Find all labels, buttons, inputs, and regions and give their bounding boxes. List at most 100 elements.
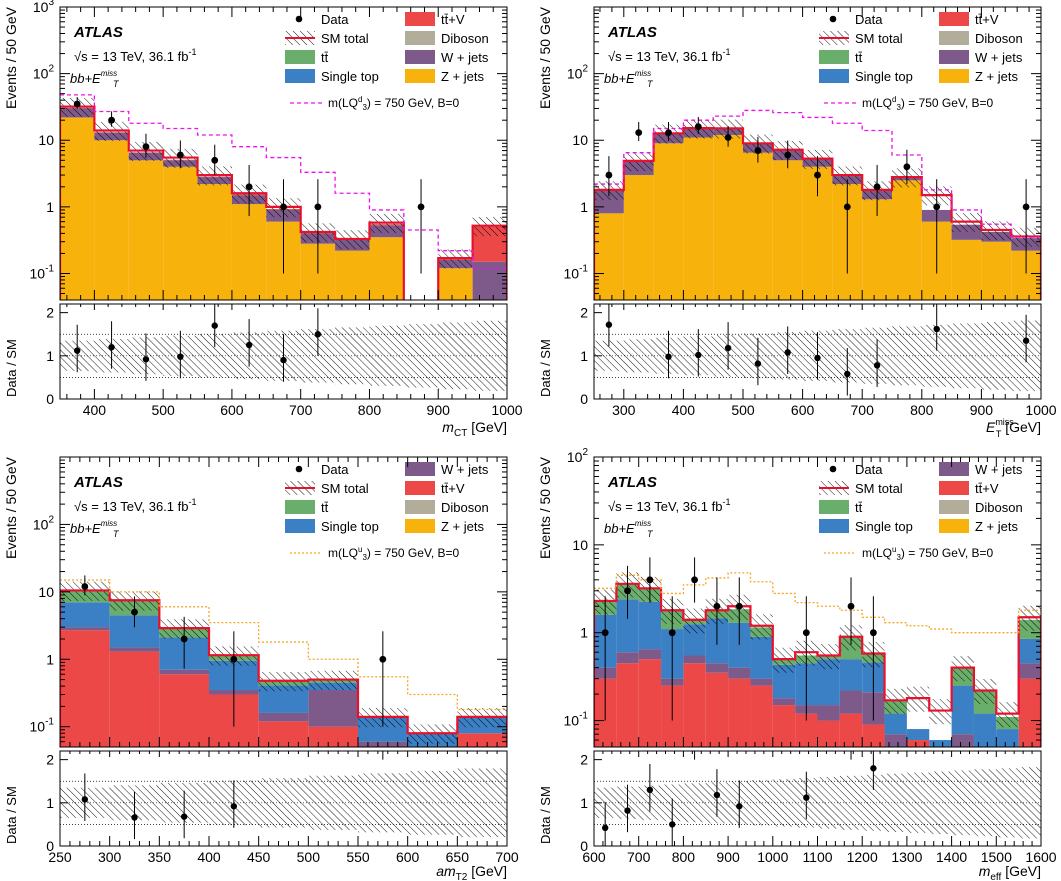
x-label-sub: CT (454, 428, 467, 439)
data-point (635, 129, 643, 137)
y-tick-base: 10 (564, 713, 580, 729)
energy-label: √s = 13 TeV, 36.1 fb-1 (608, 497, 731, 514)
data-point (379, 655, 387, 663)
ratio-point (177, 353, 184, 360)
ratio-point (754, 360, 762, 367)
atlas-label: ATLAS (607, 474, 657, 491)
legend-swatch (819, 50, 849, 64)
legend-swatch (285, 519, 315, 533)
x-tick-label: 1500 (981, 849, 1012, 865)
bar-wjets (974, 747, 996, 766)
lumi-superscript: -1 (722, 497, 730, 507)
x-tick-label: 250 (48, 849, 72, 865)
y-tick-base: 10 (33, 66, 49, 82)
x-tick-label: 400 (197, 849, 221, 865)
bar-ttv (839, 713, 863, 747)
atlas-label: ATLAS (73, 24, 123, 41)
ratio-point (784, 349, 791, 356)
bar-wjets (258, 712, 309, 722)
signal-label-text: m(LQ (862, 96, 892, 110)
data-point (605, 171, 613, 179)
x-tick-label: 1000 (1025, 402, 1056, 418)
legend-label: Diboson (441, 31, 489, 46)
ratio-uncertainty-band (438, 322, 473, 390)
bar-ttv (159, 674, 209, 747)
legend-swatch (939, 519, 969, 533)
data-point (646, 576, 654, 584)
ratio-y-label: Data / SM (4, 786, 19, 844)
ratio-y-tick-label: 2 (46, 305, 54, 321)
ratio-uncertainty-band (929, 771, 952, 835)
energy-text: √s = 13 TeV, 36.1 fb (74, 499, 188, 514)
legend-label: tt̄+V (975, 12, 999, 27)
x-axis-label: Emiss T [GeV] (986, 417, 1041, 439)
bar-wjets (772, 698, 796, 706)
y-tick-base: 10 (38, 132, 54, 148)
legend-label: tt̄ (321, 500, 329, 515)
bar-wjets (951, 734, 974, 747)
lumi-superscript: -1 (188, 47, 196, 57)
data-point (108, 116, 115, 124)
x-tick-label: 900 (716, 849, 740, 865)
ratio-y-tick-label: 2 (580, 305, 588, 321)
bar-single_top (839, 659, 863, 691)
bar-wjets (159, 669, 209, 675)
legend-swatch (405, 462, 435, 476)
x-tick-label: 550 (346, 849, 370, 865)
ratio-point (605, 321, 613, 328)
ratio-point (180, 813, 188, 820)
ratio-point (724, 344, 732, 352)
y-tick-exponent: -1 (579, 711, 588, 722)
x-label-sub: T2 (456, 872, 468, 881)
x-label-sub: eff (990, 872, 1001, 881)
ratio-frame (59, 303, 508, 400)
x-tick-label: 600 (220, 402, 244, 418)
bar-zjets (892, 180, 922, 300)
bar-ttv (457, 733, 507, 747)
bar-ttv (705, 672, 729, 747)
y-tick-base: 1 (46, 651, 54, 667)
x-label-unit: [GeV] (1001, 863, 1041, 879)
region-sub: T (647, 529, 654, 539)
lumi-superscript: -1 (188, 497, 196, 507)
bar-single_top (973, 713, 997, 747)
y-tick-label: 10-1 (30, 263, 55, 281)
bar-wjets (60, 627, 110, 631)
legend-swatch (939, 12, 969, 26)
legend-item: Diboson (405, 31, 489, 46)
atlas-label: ATLAS (73, 474, 123, 491)
legend-signal-label: m(LQd3) = 750 GeV, B=0 (328, 95, 460, 112)
region-label: bb+Emiss (70, 519, 117, 536)
legend-label: Diboson (975, 31, 1023, 46)
x-tick-label: 800 (910, 402, 934, 418)
x-axis-label: amT2 [GeV] (436, 863, 507, 881)
legend-swatch (939, 462, 969, 476)
legend-item: tt̄+V (939, 12, 999, 27)
x-tick-label: 400 (83, 402, 107, 418)
bar-ttv (795, 713, 818, 747)
x-label-var: m (979, 863, 991, 879)
legend-label: tt̄ (855, 500, 863, 515)
x-tick-label: 350 (148, 849, 172, 865)
y-tick-base: 10 (30, 719, 46, 735)
bar-single_top (996, 729, 1019, 747)
y-tick-label: 102 (567, 64, 589, 82)
signal-label-rest: ) = 750 GeV, B=0 (367, 96, 460, 110)
y-tick-exponent: -1 (579, 263, 588, 274)
x-tick-label: 600 (791, 402, 815, 418)
bar-zjets (197, 184, 232, 300)
bar-zjets (335, 250, 370, 300)
y-axis-label: Events / 50 GeV (3, 456, 19, 559)
bar-wjets (638, 649, 662, 660)
ratio-point (646, 786, 654, 794)
bar-ttv (750, 685, 773, 747)
data-point (245, 183, 253, 191)
main-plot-area (594, 109, 1041, 300)
x-tick-label: 1200 (847, 849, 878, 865)
ratio-frame (593, 303, 1042, 400)
ratio-point (280, 356, 287, 364)
main-frame (593, 6, 1042, 301)
energy-text: √s = 13 TeV, 36.1 fb (608, 49, 722, 64)
